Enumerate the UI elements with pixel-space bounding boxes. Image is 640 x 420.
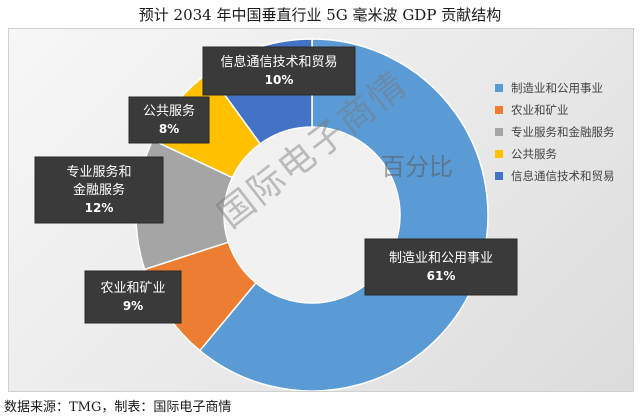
data-label-category: 金融服务 xyxy=(73,182,125,198)
data-label-category: 信息通信技术和贸易 xyxy=(220,54,337,70)
legend-swatch xyxy=(495,128,503,136)
data-label-box xyxy=(202,46,356,96)
data-label-value: 61% xyxy=(427,269,456,283)
legend-swatch xyxy=(495,172,503,180)
donut-chart: 制造业和公用事业 61% 农业和矿业 9% 专业服务和金融服务 12% 公共服务 8% 信息通信… xyxy=(34,38,518,391)
legend-item: 信息通信技术和贸易 xyxy=(495,165,615,187)
data-label: 信息通信技术和贸易 10% xyxy=(202,46,356,96)
legend-swatch xyxy=(495,84,503,92)
data-label-value: 8% xyxy=(159,122,179,136)
data-label: 农业和矿业 9% xyxy=(84,270,182,324)
legend-label: 制造业和公用事业 xyxy=(511,81,603,95)
chart-title: 预计 2034 年中国垂直行业 5G 毫米波 GDP 贡献结构 xyxy=(138,6,502,24)
data-label-value: 10% xyxy=(265,73,294,87)
legend-label: 专业服务和金融服务 xyxy=(511,125,615,139)
chart-panel: 制造业和公用事业 61% 农业和矿业 9% 专业服务和 金融服务 12% 公共服务 8% 信息通信… xyxy=(8,28,634,392)
data-label: 制造业和公用事业 61% xyxy=(364,238,518,296)
data-label-box xyxy=(364,238,518,296)
legend-item: 专业服务和金融服务 xyxy=(495,121,615,143)
legend-swatch xyxy=(495,150,503,158)
data-label: 专业服务和金融服务 12% xyxy=(34,156,164,224)
data-label-box xyxy=(128,96,210,144)
donut-hole xyxy=(225,128,399,302)
data-label-category: 农业和矿业 xyxy=(100,281,165,296)
data-label: 公共服务 8% xyxy=(128,96,210,144)
legend-label: 公共服务 xyxy=(511,147,557,161)
data-label-value: 12% xyxy=(85,201,114,215)
data-label-category: 公共服务 xyxy=(143,103,195,119)
data-label-category: 专业服务和 xyxy=(66,164,131,180)
data-label-category: 制造业和公用事业 xyxy=(389,251,493,266)
chart-legend: 制造业和公用事业 农业和矿业 专业服务和金融服务 公共服务 信息通信技术和贸易 xyxy=(495,77,615,187)
source-note: 数据来源：TMG，制表：国际电子商情 xyxy=(4,400,232,415)
legend-item: 公共服务 xyxy=(495,143,615,165)
legend-label: 信息通信技术和贸易 xyxy=(511,169,615,183)
legend-swatch xyxy=(495,106,503,114)
data-label-box xyxy=(34,156,164,224)
data-label-box xyxy=(84,270,182,324)
donut-slice xyxy=(198,38,489,391)
legend-label: 农业和矿业 xyxy=(511,103,569,117)
legend-item: 农业和矿业 xyxy=(495,99,615,121)
legend-item: 制造业和公用事业 xyxy=(495,77,615,99)
data-label-value: 9% xyxy=(123,299,143,313)
